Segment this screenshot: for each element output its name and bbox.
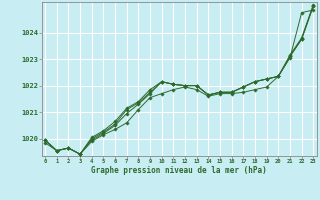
X-axis label: Graphe pression niveau de la mer (hPa): Graphe pression niveau de la mer (hPa) (91, 166, 267, 175)
